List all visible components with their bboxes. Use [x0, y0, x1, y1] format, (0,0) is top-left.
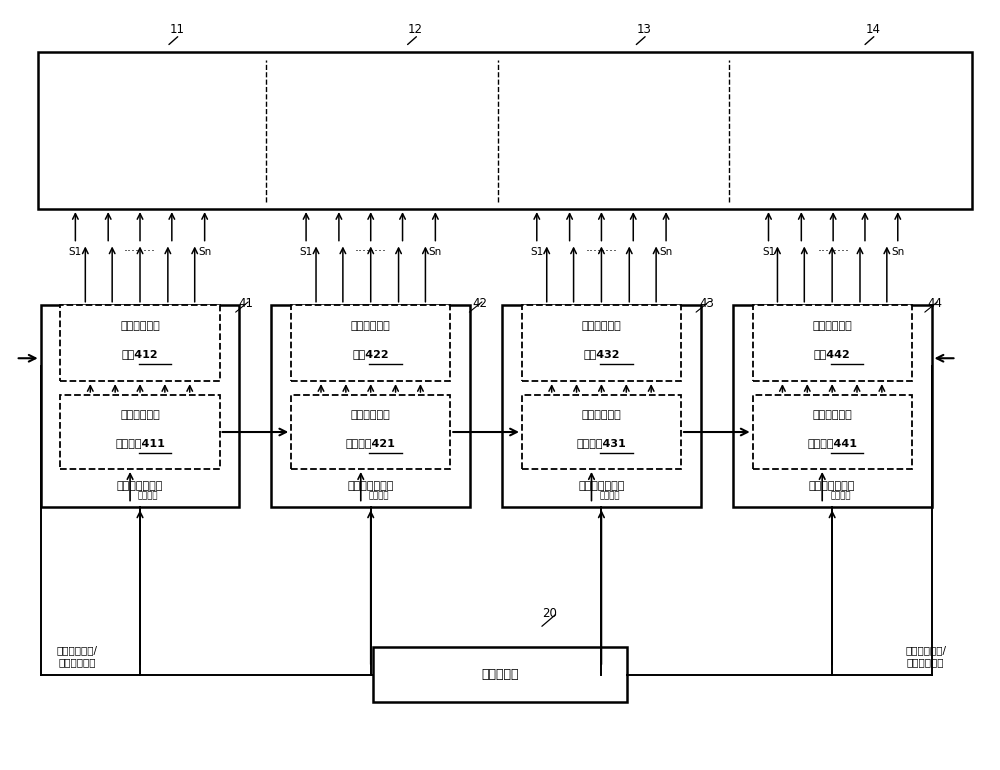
Text: 第三源极驱动器: 第三源极驱动器	[578, 481, 625, 491]
Text: 生成电路441: 生成电路441	[807, 438, 857, 448]
Text: 生成电路431: 生成电路431	[577, 438, 626, 448]
Text: 电路432: 电路432	[583, 350, 620, 360]
Text: Sn: Sn	[198, 246, 211, 256]
Bar	[373, 648, 627, 702]
Text: 11: 11	[169, 23, 184, 36]
Bar	[522, 305, 681, 381]
Text: 42: 42	[472, 297, 487, 310]
Text: 生成电路411: 生成电路411	[115, 438, 165, 448]
Bar	[502, 305, 701, 507]
Bar	[271, 305, 470, 507]
Text: 14: 14	[865, 23, 880, 36]
Bar	[753, 395, 912, 469]
Text: 第二源极驱动器: 第二源极驱动器	[348, 481, 394, 491]
Text: 电路412: 电路412	[122, 350, 158, 360]
Text: 第三源极驱动: 第三源极驱动	[582, 321, 621, 331]
Bar	[60, 305, 220, 381]
Text: 41: 41	[238, 297, 253, 310]
Bar	[522, 395, 681, 469]
Text: 显示数据信号/
时序控制信号: 显示数据信号/ 时序控制信号	[905, 645, 946, 667]
Bar	[41, 305, 239, 507]
Text: S1: S1	[299, 246, 313, 256]
Text: Sn: Sn	[659, 246, 673, 256]
Text: 第四伽马电压: 第四伽马电压	[812, 410, 852, 420]
Text: 12: 12	[408, 23, 423, 36]
Text: ········: ········	[585, 245, 617, 258]
Text: 生成电路421: 生成电路421	[346, 438, 396, 448]
Text: 显示数据信号/
时序控制信号: 显示数据信号/ 时序控制信号	[57, 645, 98, 667]
Text: 第二源极驱动: 第二源极驱动	[351, 321, 391, 331]
Text: 43: 43	[699, 297, 714, 310]
Bar	[753, 305, 912, 381]
Text: 电路422: 电路422	[352, 350, 389, 360]
Text: 控制信号: 控制信号	[138, 491, 159, 500]
Text: 第四源极驱动器: 第四源极驱动器	[809, 481, 855, 491]
Text: 第四源极驱动: 第四源极驱动	[812, 321, 852, 331]
Bar	[733, 305, 932, 507]
Text: 第一源极驱动: 第一源极驱动	[120, 321, 160, 331]
Text: Sn: Sn	[891, 246, 904, 256]
Text: ········: ········	[817, 245, 849, 258]
Text: Sn: Sn	[429, 246, 442, 256]
Bar	[38, 52, 972, 209]
Text: 第三伽马电压: 第三伽马电压	[582, 410, 621, 420]
Text: 时序控制器: 时序控制器	[481, 668, 519, 681]
Text: ········: ········	[124, 245, 156, 258]
Text: 控制信号: 控制信号	[599, 491, 620, 500]
Text: 20: 20	[542, 608, 557, 621]
Text: 第二伽马电压: 第二伽马电压	[351, 410, 391, 420]
Text: S1: S1	[69, 246, 82, 256]
Text: 44: 44	[928, 297, 943, 310]
Text: S1: S1	[762, 246, 775, 256]
Bar	[291, 305, 450, 381]
Text: 第一伽马电压: 第一伽马电压	[120, 410, 160, 420]
Text: ········: ········	[355, 245, 387, 258]
Bar	[291, 395, 450, 469]
Text: 13: 13	[637, 23, 652, 36]
Text: 控制信号: 控制信号	[369, 491, 389, 500]
Text: S1: S1	[530, 246, 543, 256]
Text: 电路442: 电路442	[814, 350, 851, 360]
Text: 控制信号: 控制信号	[830, 491, 851, 500]
Bar	[60, 395, 220, 469]
Text: 第一源极驱动器: 第一源极驱动器	[117, 481, 163, 491]
